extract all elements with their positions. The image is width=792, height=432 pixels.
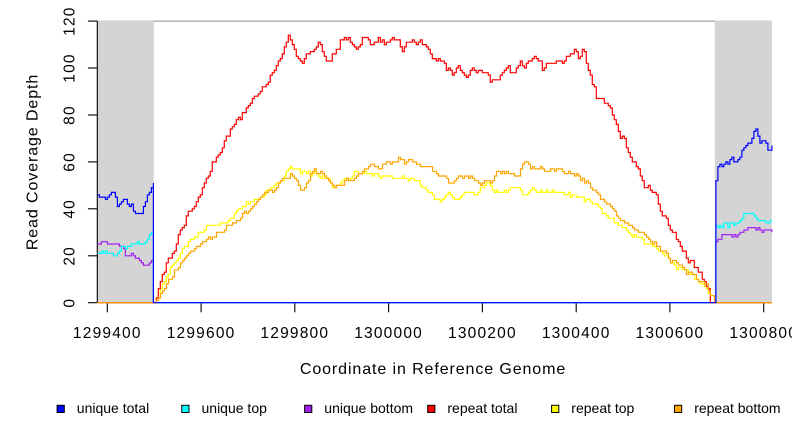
svg-text:unique top: unique top (202, 400, 268, 416)
svg-text:1299600: 1299600 (167, 325, 236, 342)
svg-text:40: 40 (62, 199, 79, 219)
svg-text:repeat total: repeat total (447, 400, 517, 416)
svg-text:1300600: 1300600 (636, 325, 705, 342)
svg-text:1300000: 1300000 (354, 325, 423, 342)
svg-text:repeat top: repeat top (571, 400, 634, 416)
svg-text:20: 20 (62, 246, 79, 266)
svg-text:1300800: 1300800 (729, 325, 792, 342)
svg-text:120: 120 (62, 6, 79, 35)
svg-text:100: 100 (62, 53, 79, 82)
svg-text:repeat bottom: repeat bottom (694, 400, 780, 416)
svg-text:1300400: 1300400 (542, 325, 611, 342)
svg-text:unique bottom: unique bottom (324, 400, 413, 416)
svg-text:Coordinate in Reference Genome: Coordinate in Reference Genome (300, 361, 566, 378)
svg-text:1299800: 1299800 (260, 325, 329, 342)
svg-text:0: 0 (62, 298, 79, 308)
svg-text:1299400: 1299400 (73, 325, 142, 342)
svg-text:1300200: 1300200 (448, 325, 517, 342)
svg-text:60: 60 (62, 152, 79, 172)
svg-text:unique total: unique total (77, 400, 149, 416)
svg-text:Read Coverage Depth: Read Coverage Depth (25, 74, 42, 250)
svg-text:80: 80 (62, 105, 79, 125)
